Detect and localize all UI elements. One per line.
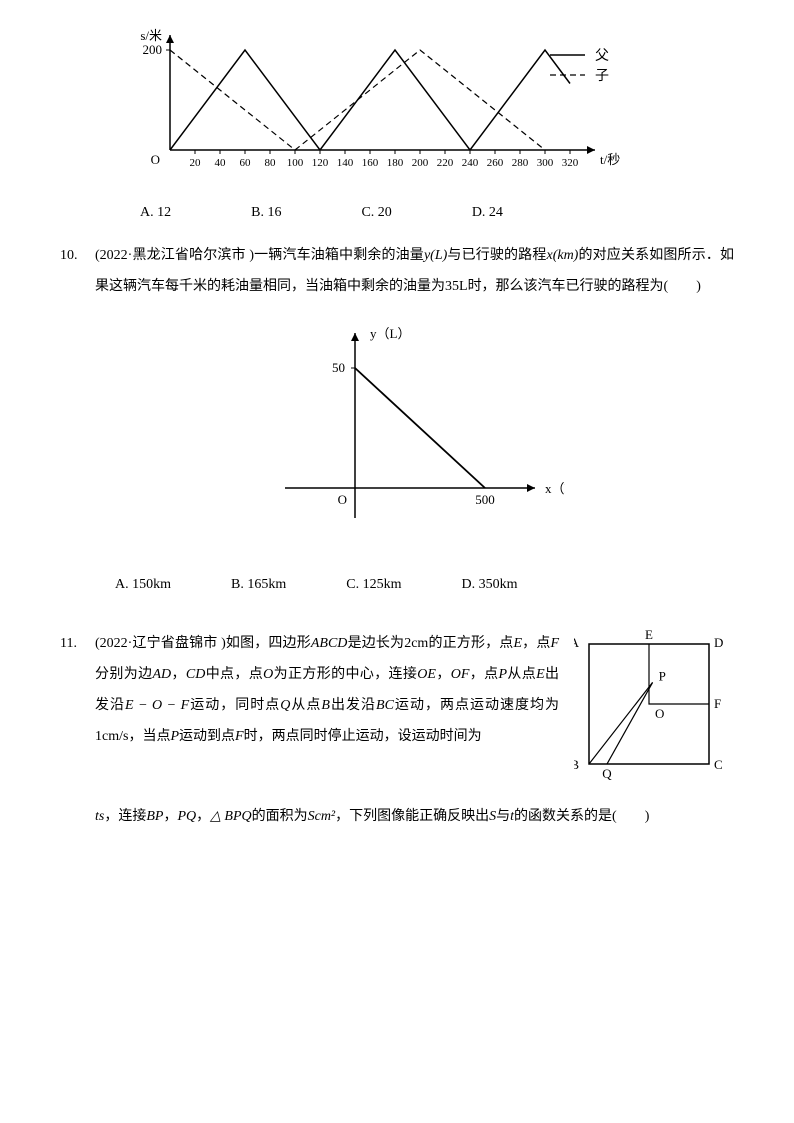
svg-text:P: P <box>659 669 666 684</box>
svg-text:父: 父 <box>595 49 609 64</box>
q10-options: A. 150km B. 165km C. 125km D. 350km <box>115 570 734 601</box>
svg-text:t/秒: t/秒 <box>600 152 620 167</box>
option-c: C. 20 <box>361 205 391 221</box>
option-d: D. 350km <box>461 570 517 601</box>
svg-text:300: 300 <box>537 157 554 169</box>
svg-text:500: 500 <box>475 492 495 507</box>
svg-text:80: 80 <box>265 157 277 169</box>
svg-text:y（L）: y（L） <box>370 326 410 341</box>
svg-text:200: 200 <box>412 157 429 169</box>
question-10: 10. (2022·黑龙江省哈尔滨市 )一辆汽车油箱中剩余的油量y(L)与已行驶… <box>60 241 734 621</box>
option-b: B. 16 <box>251 205 281 221</box>
option-b: B. 165km <box>231 570 286 601</box>
q11-text-cont: ts，连接BP，PQ，△ BPQ的面积为Scm²，下列图像能正确反映出S与t的函… <box>95 802 734 833</box>
svg-text:Q: Q <box>602 766 612 781</box>
svg-text:200: 200 <box>143 42 163 57</box>
option-c: C. 125km <box>346 570 401 601</box>
svg-text:40: 40 <box>215 157 227 169</box>
svg-text:x（km）: x（km） <box>545 481 565 496</box>
option-a: A. 12 <box>140 205 171 221</box>
svg-text:120: 120 <box>312 157 329 169</box>
q11-number: 11. <box>60 629 95 833</box>
svg-text:F: F <box>714 696 721 711</box>
svg-text:50: 50 <box>332 360 345 375</box>
q9-options: A. 12 B. 16 C. 20 D. 24 <box>140 205 734 221</box>
svg-text:100: 100 <box>287 157 304 169</box>
svg-text:60: 60 <box>240 157 252 169</box>
svg-text:20: 20 <box>190 157 202 169</box>
svg-text:220: 220 <box>437 157 454 169</box>
q10-number: 10. <box>60 241 95 621</box>
svg-text:240: 240 <box>462 157 479 169</box>
svg-text:C: C <box>714 757 723 772</box>
question-11: 11. (2022·辽宁省盘锦市 )如图，四边形ABCD是边长为2cm的正方形，… <box>60 629 734 833</box>
svg-text:160: 160 <box>362 157 379 169</box>
svg-text:260: 260 <box>487 157 504 169</box>
svg-text:子: 子 <box>595 68 609 84</box>
svg-text:O: O <box>151 152 160 167</box>
q10-chart: y（L） x（km） O 50 500 <box>95 318 734 551</box>
svg-text:B: B <box>574 757 579 772</box>
q9-chart: 200s/米O204060801001201401601802002202402… <box>120 20 734 185</box>
svg-text:O: O <box>655 706 664 721</box>
q11-text: (2022·辽宁省盘锦市 )如图，四边形ABCD是边长为2cm的正方形，点E，点… <box>95 629 559 802</box>
option-a: A. 150km <box>115 570 171 601</box>
svg-text:s/米: s/米 <box>140 28 162 43</box>
svg-text:E: E <box>645 629 653 642</box>
svg-text:O: O <box>337 492 346 507</box>
svg-text:D: D <box>714 635 723 650</box>
svg-text:180: 180 <box>387 157 404 169</box>
svg-text:A: A <box>574 635 580 650</box>
svg-text:280: 280 <box>512 157 529 169</box>
svg-text:320: 320 <box>562 157 579 169</box>
svg-text:140: 140 <box>337 157 354 169</box>
q11-figure: A D C B E F O P Q <box>574 629 734 802</box>
q10-text: (2022·黑龙江省哈尔滨市 )一辆汽车油箱中剩余的油量y(L)与已行驶的路程x… <box>95 241 734 303</box>
option-d: D. 24 <box>472 205 503 221</box>
